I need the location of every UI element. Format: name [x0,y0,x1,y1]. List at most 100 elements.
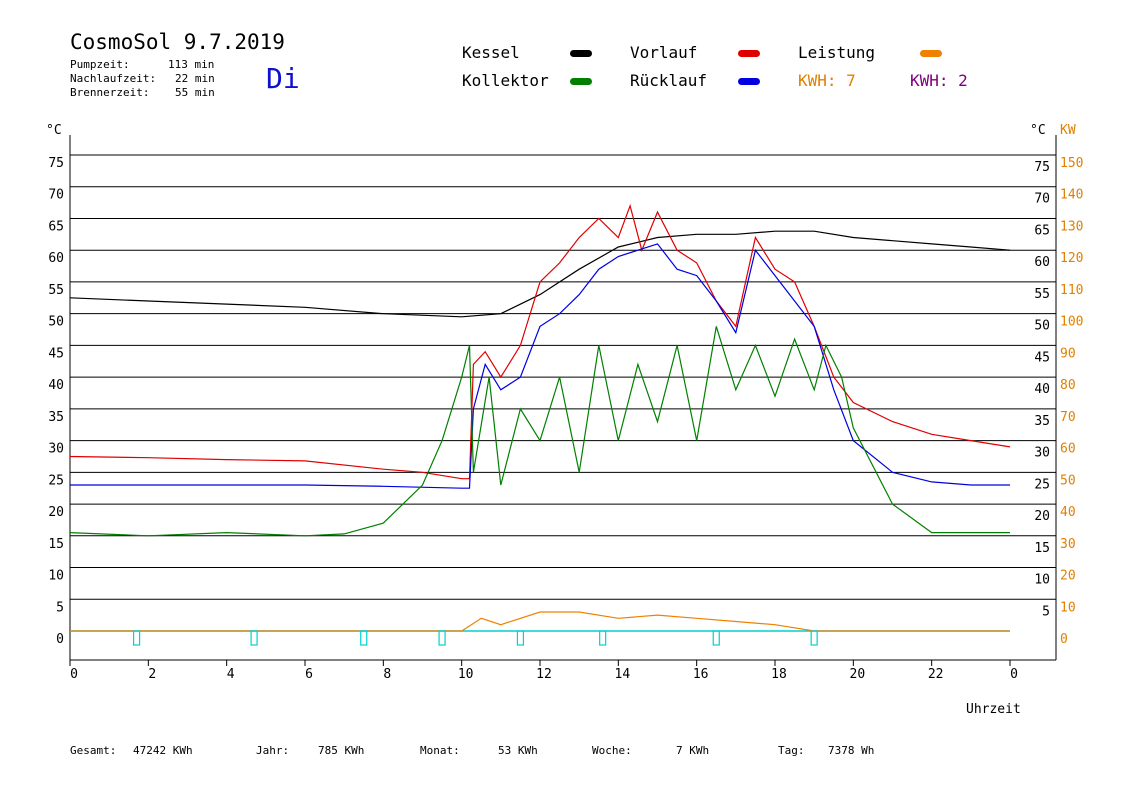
kw-tick: 130 [1060,219,1083,234]
kw-tick: 50 [1060,473,1076,488]
footer-jahr-label: Jahr: [256,744,290,757]
x-tick-label: 4 [227,667,235,682]
series-line-kollektor [69,326,1010,537]
footer-monat-value: 53 KWh [498,744,538,757]
x-tick-label: 8 [383,667,391,682]
pump-marker [712,630,720,646]
chart-grid [70,154,1056,600]
y-tick-right: 10 [1034,573,1050,588]
y-tick-left: 65 [48,219,64,234]
footer-tag-label: Tag: [778,744,805,757]
kw-tick: 120 [1060,251,1083,266]
y-tick-left: 5 [56,600,64,615]
series-line-rcklauf [70,243,1010,489]
kw-tick: 100 [1060,315,1083,330]
y-tick-left: 10 [48,569,64,584]
y-axis-unit-right: °C [1030,123,1046,138]
x-tick-label: 0 [1010,667,1018,682]
legend-kollektor-swatch [570,78,592,85]
x-tick-label: 10 [458,667,474,682]
y-tick-left: 75 [48,156,64,171]
legend-ruecklauf-label: Rücklauf [630,71,708,90]
legend-vorlauf-swatch [738,50,760,57]
pump-marker [438,630,446,646]
series-line-leistung [70,611,1010,632]
kw-tick: 110 [1060,283,1083,298]
y-tick-right: 5 [1042,604,1050,619]
y-tick-right: 25 [1034,477,1050,492]
kw-tick: 80 [1060,378,1076,393]
y-tick-left: 70 [48,188,64,203]
y-tick-right: 35 [1034,414,1050,429]
legend-kessel-label: Kessel [462,43,520,62]
kw-tick: 20 [1060,569,1076,584]
kw-tick: 90 [1060,346,1076,361]
pump-marker [132,630,141,646]
legend-ruecklauf-swatch [738,78,760,85]
y-tick-right: 65 [1034,223,1050,238]
x-tick-label: 0 [70,667,78,682]
legend-kessel-swatch [570,50,592,57]
x-axis-label: Uhrzeit [966,702,1021,717]
nachlaufzeit-label: Nachlaufzeit: [70,72,157,85]
day-of-week: Di [266,62,300,95]
kw-tick: 140 [1060,188,1083,203]
footer-gesamt-label: Gesamt: [70,744,117,757]
y-tick-right: 50 [1034,319,1050,334]
kw-tick: 150 [1060,156,1083,171]
legend-vorlauf-label: Vorlauf [630,43,698,62]
y-tick-left: 25 [48,473,64,488]
series-line-kessel [69,230,1011,318]
footer-monat-label: Monat: [420,744,460,757]
kw-tick: 60 [1060,442,1076,457]
chart-axes [69,135,1057,666]
y-tick-left: 30 [48,442,64,457]
pump-marker [599,630,607,646]
kw-axis-unit: KW [1060,123,1076,138]
legend-leistung-swatch [920,50,942,57]
kw-tick: 0 [1060,632,1068,647]
y-tick-left: 15 [48,537,64,552]
y-tick-right: 30 [1034,446,1050,461]
y-tick-left: 20 [48,505,64,520]
legend-leistung-label: Leistung [798,43,876,62]
y-tick-right: 75 [1034,160,1050,175]
y-tick-left: 0 [56,632,64,647]
y-tick-left: 50 [48,315,64,330]
chart-series [69,203,1011,646]
kw-tick: 70 [1060,410,1076,425]
footer-woche-label: Woche: [592,744,632,757]
kw-tick: 30 [1060,537,1076,552]
y-tick-left: 45 [48,346,64,361]
y-tick-right: 45 [1034,350,1050,365]
x-tick-label: 2 [148,667,156,682]
y-axis-unit-left: °C [46,123,62,138]
y-tick-right: 70 [1034,192,1050,207]
y-tick-left: 40 [48,378,64,393]
footer-woche-value: 7 KWh [676,744,710,757]
x-tick-label: 22 [928,667,944,682]
footer-tag-value: 7378 Wh [828,744,875,757]
y-tick-right: 20 [1034,509,1050,524]
y-tick-right: 15 [1034,541,1050,556]
series-line-vorlauf [69,203,1011,480]
pump-marker [250,630,258,646]
footer-gesamt-value: 47242 KWh [133,744,193,757]
pumpzeit-label: Pumpzeit: [70,58,130,71]
brennerzeit-label: Brennerzeit: [70,86,150,99]
nachlaufzeit-value: 22 min [175,72,215,85]
y-tick-left: 60 [48,251,64,266]
y-tick-right: 40 [1034,382,1050,397]
kw-tick: 40 [1060,505,1076,520]
page-title: CosmoSol 9.7.2019 [70,30,285,54]
x-tick-label: 14 [615,667,631,682]
chart-labels: °C °C KW0510152025303540455055606570755101… [46,123,1083,682]
legend-kollektor-label: Kollektor [462,71,549,90]
x-tick-label: 20 [850,667,866,682]
y-tick-right: 60 [1034,255,1050,270]
x-tick-label: 16 [693,667,709,682]
x-tick-label: 18 [771,667,787,682]
y-tick-left: 55 [48,283,64,298]
x-tick-label: 6 [305,667,313,682]
